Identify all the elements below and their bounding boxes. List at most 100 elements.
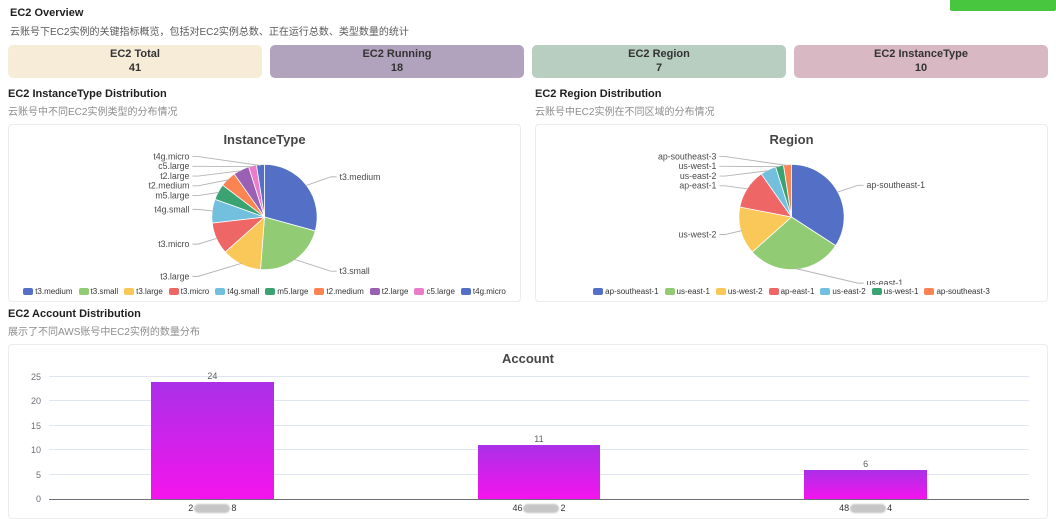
- page-subtitle: 云账号下EC2实例的关键指标概览，包括对EC2实例总数、正在运行总数、类型数量的…: [10, 23, 1046, 38]
- pie-label: t3.large: [160, 271, 189, 281]
- pie-label: t2.medium: [149, 181, 190, 191]
- pie-label: t4g.small: [154, 204, 189, 214]
- stat-card-label: EC2 Region: [628, 48, 690, 61]
- instance-type-section: EC2 InstanceType Distribution 云账号中不同EC2实…: [8, 88, 521, 302]
- section-subtitle: 云账号中EC2实例在不同区域的分布情况: [535, 103, 1048, 118]
- legend-region: ap-southeast-1 us-east-1 us-west-2 ap-east-…: [540, 287, 1043, 296]
- stat-card-ec2-running: EC2 Running 18: [270, 45, 524, 78]
- legend-item-t3.medium[interactable]: t3.medium: [23, 287, 72, 296]
- pie-label: us-east-2: [680, 171, 717, 181]
- pie-label: t3.micro: [158, 239, 189, 249]
- legend-item-ap-southeast-3[interactable]: ap-southeast-3: [924, 287, 989, 296]
- legend-item-t2.medium[interactable]: t2.medium: [314, 287, 363, 296]
- legend-instance-type: t3.medium t3.small t3.large t3.micro t4g.sma…: [13, 287, 516, 296]
- pie-label: t2.large: [160, 171, 189, 181]
- legend-item-ap-east-1[interactable]: ap-east-1: [769, 287, 815, 296]
- legend-item-us-east-2[interactable]: us-east-2: [820, 287, 865, 296]
- account-bar-1[interactable]: [478, 445, 601, 499]
- region-section: EC2 Region Distribution 云账号中EC2实例在不同区域的分…: [535, 88, 1048, 302]
- pie-label: t3.small: [340, 266, 370, 276]
- legend-label: t3.large: [136, 287, 163, 296]
- pie-label: us-east-1: [867, 278, 904, 285]
- legend-swatch: [461, 288, 471, 295]
- pie-chart-instance-type: t3.mediumt3.smallt3.larget3.microt4g.sma…: [13, 149, 516, 285]
- chart-title: Region: [540, 132, 1043, 147]
- legend-label: us-east-2: [832, 287, 865, 296]
- top-right-action-button[interactable]: [950, 0, 1056, 11]
- stat-card-value: 41: [129, 62, 141, 75]
- stat-card-value: 18: [391, 62, 403, 75]
- bar-value-label: 11: [534, 434, 543, 444]
- legend-item-t2.large[interactable]: t2.large: [370, 287, 409, 296]
- bar-group-0: 24: [51, 378, 374, 499]
- y-axis-tick-5: 5: [36, 470, 41, 480]
- stat-card-label: EC2 Running: [362, 48, 431, 61]
- pie-label: ap-southeast-1: [867, 180, 926, 190]
- legend-item-us-west-1[interactable]: us-west-1: [872, 287, 919, 296]
- legend-item-us-west-2[interactable]: us-west-2: [716, 287, 763, 296]
- pie-label-line: [294, 259, 336, 271]
- account-bar-2[interactable]: [804, 470, 927, 499]
- y-axis-tick-10: 10: [31, 445, 41, 455]
- bar-group-1: 11: [377, 378, 700, 499]
- y-axis-tick-25: 25: [31, 372, 41, 382]
- legend-item-m5.large[interactable]: m5.large: [265, 287, 308, 296]
- y-axis-tick-15: 15: [31, 421, 41, 431]
- legend-swatch: [716, 288, 726, 295]
- section-title: EC2 Region Distribution: [535, 88, 1048, 100]
- section-title: EC2 InstanceType Distribution: [8, 88, 521, 100]
- legend-swatch: [124, 288, 134, 295]
- legend-item-us-east-1[interactable]: us-east-1: [665, 287, 710, 296]
- legend-swatch: [314, 288, 324, 295]
- legend-swatch: [872, 288, 882, 295]
- pie-label-line: [192, 157, 260, 166]
- y-axis-tick-20: 20: [31, 396, 41, 406]
- stat-card-ec2-total: EC2 Total 41: [8, 45, 262, 78]
- pie-label: m5.large: [155, 190, 189, 200]
- legend-label: t4g.micro: [473, 287, 506, 296]
- pie-label: ap-east-1: [679, 181, 716, 191]
- section-title: EC2 Account Distribution: [8, 308, 1048, 320]
- legend-label: t2.medium: [326, 287, 363, 296]
- legend-swatch: [23, 288, 33, 295]
- legend-label: ap-southeast-1: [605, 287, 658, 296]
- section-subtitle: 云账号中不同EC2实例类型的分布情况: [8, 103, 521, 118]
- pie-label-line: [192, 238, 217, 244]
- legend-item-t3.micro[interactable]: t3.micro: [169, 287, 209, 296]
- pie-label: ap-southeast-3: [658, 151, 717, 161]
- pie-label-line: [192, 192, 219, 195]
- legend-item-t4g.small[interactable]: t4g.small: [215, 287, 259, 296]
- bar-group-2: 6: [704, 378, 1027, 499]
- pie-chart-region: ap-southeast-1us-east-1us-west-2ap-east-…: [540, 149, 1043, 285]
- stat-cards-row: EC2 Total 41 EC2 Running 18 EC2 Region 7…: [0, 41, 1056, 88]
- bar-value-label: 24: [207, 371, 217, 381]
- legend-item-t4g.micro[interactable]: t4g.micro: [461, 287, 506, 296]
- stat-card-label: EC2 Total: [110, 48, 160, 61]
- legend-swatch: [370, 288, 380, 295]
- legend-swatch: [769, 288, 779, 295]
- legend-swatch: [665, 288, 675, 295]
- legend-label: t2.large: [382, 287, 409, 296]
- account-section: EC2 Account Distribution 展示了不同AWS账号中EC2实…: [0, 302, 1056, 519]
- pie-label-line: [795, 268, 863, 283]
- page-header: EC2 Overview 云账号下EC2实例的关键指标概览，包括对EC2实例总数…: [0, 0, 1056, 41]
- legend-label: t4g.small: [227, 287, 259, 296]
- legend-item-t3.small[interactable]: t3.small: [79, 287, 119, 296]
- pie-charts-row: EC2 InstanceType Distribution 云账号中不同EC2实…: [0, 88, 1056, 302]
- legend-label: t3.small: [91, 287, 119, 296]
- chart-title: Account: [19, 351, 1037, 366]
- chart-title: InstanceType: [13, 132, 516, 147]
- legend-item-c5.large[interactable]: c5.large: [414, 287, 454, 296]
- pie-label-line: [719, 231, 741, 235]
- account-bar-0[interactable]: [151, 382, 274, 499]
- legend-item-t3.large[interactable]: t3.large: [124, 287, 163, 296]
- legend-label: us-west-2: [728, 287, 763, 296]
- legend-swatch: [820, 288, 830, 295]
- legend-item-ap-southeast-1[interactable]: ap-southeast-1: [593, 287, 658, 296]
- legend-label: us-east-1: [677, 287, 710, 296]
